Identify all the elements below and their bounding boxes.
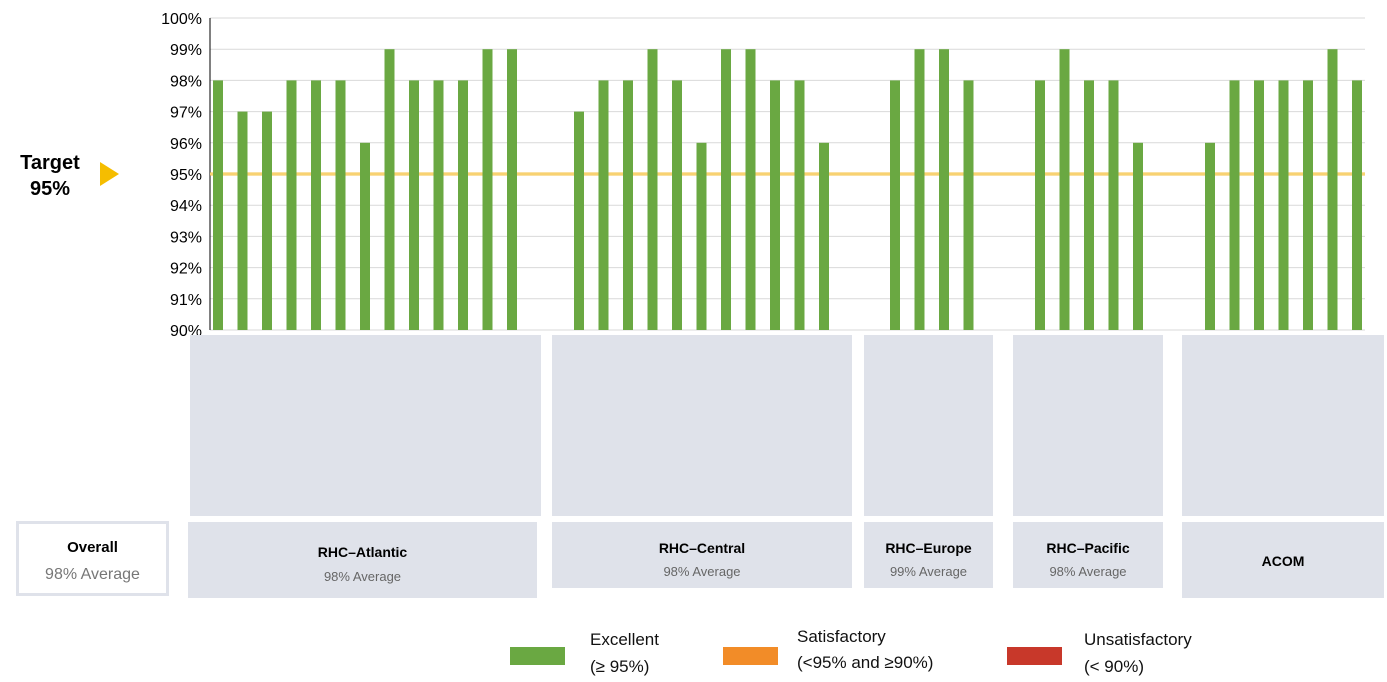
- bar: [939, 49, 949, 330]
- legend-satisfactory-range: (<95% and ≥90%): [797, 653, 934, 672]
- bar: [819, 142, 829, 330]
- group-label-panel: [190, 335, 541, 516]
- overall-summary: Overall 98% Average: [16, 521, 169, 596]
- bar: [433, 80, 444, 331]
- legend-unsatisfactory-label: Unsatisfactory: [1084, 630, 1192, 649]
- y-tick-label: 99%: [170, 42, 202, 59]
- bar: [794, 80, 805, 331]
- group-label-panel: [864, 335, 993, 516]
- bar: [311, 80, 321, 331]
- bar: [963, 80, 974, 331]
- region-name: RHC–Pacific: [1046, 540, 1130, 556]
- region-average: 98% Average: [663, 564, 741, 579]
- bar: [237, 111, 248, 330]
- bar: [623, 80, 633, 331]
- legend-excellent-swatch: [510, 647, 565, 665]
- bar: [721, 49, 731, 330]
- bar: [409, 80, 419, 331]
- y-tick-label: 95%: [170, 167, 202, 184]
- y-tick-label: 100%: [161, 11, 202, 28]
- group-label-panel: [1013, 335, 1163, 516]
- bar: [335, 80, 346, 331]
- bar: [482, 49, 493, 330]
- region-summary: RHC–Pacific 98% Average: [1013, 522, 1163, 588]
- bar: [262, 111, 272, 330]
- bar: [360, 142, 370, 330]
- bar: [696, 142, 707, 330]
- overall-average: 98% Average: [45, 566, 140, 583]
- region-summary: RHC–Central 98% Average: [552, 522, 852, 588]
- target-label: Target 95%: [6, 150, 94, 202]
- region-average: 98% Average: [1049, 564, 1127, 579]
- legend-satisfactory-label: Satisfactory: [797, 627, 886, 646]
- target-arrow-icon: [100, 162, 119, 186]
- group-label-panel: [552, 335, 852, 516]
- bar: [1133, 142, 1143, 330]
- bar: [286, 80, 297, 331]
- legend-excellent-label: Excellent: [590, 630, 659, 649]
- y-tick-label: 98%: [170, 73, 202, 90]
- region-name: RHC–Atlantic: [317, 544, 408, 560]
- bar: [1229, 80, 1240, 331]
- bar: [1084, 80, 1094, 331]
- bar: [1205, 142, 1215, 330]
- bar: [574, 111, 584, 330]
- region-summary: RHC–Europe 99% Average: [864, 522, 993, 588]
- y-tick-label: 93%: [170, 229, 202, 246]
- region-summary: RHC–Atlantic 98% Average: [188, 522, 537, 598]
- legend-unsatisfactory-swatch: [1007, 647, 1062, 665]
- bar: [213, 80, 223, 331]
- bar: [384, 49, 395, 330]
- bar: [458, 80, 468, 331]
- bar: [1035, 80, 1045, 331]
- bar: [598, 80, 609, 331]
- region-summary: ACOM: [1182, 522, 1384, 598]
- bar: [672, 80, 682, 331]
- region-name: RHC–Central: [658, 540, 746, 556]
- bar: [1303, 80, 1313, 331]
- bar: [1108, 80, 1119, 331]
- bar: [1254, 80, 1264, 331]
- bar: [770, 80, 780, 331]
- bar: [890, 80, 900, 331]
- bar: [647, 49, 658, 330]
- bar: [1059, 49, 1070, 330]
- bar: [1278, 80, 1289, 331]
- region-name: RHC–Europe: [885, 540, 972, 556]
- region-average: 98% Average: [323, 569, 402, 584]
- y-tick-label: 96%: [170, 136, 202, 153]
- bar: [745, 49, 756, 330]
- region-average: 99% Average: [889, 564, 968, 579]
- y-tick-label: 92%: [170, 261, 202, 278]
- bar: [507, 49, 517, 330]
- y-tick-label: 97%: [170, 105, 202, 122]
- bar: [1352, 80, 1362, 331]
- region-name: ACOM: [1261, 553, 1305, 569]
- y-tick-label: 91%: [170, 292, 202, 309]
- legend-unsatisfactory-range: (< 90%): [1084, 657, 1144, 676]
- bar: [914, 49, 925, 330]
- legend-satisfactory-swatch: [723, 647, 778, 665]
- target-label-value: 95%: [29, 178, 71, 200]
- legend-excellent-range: (≥ 95%): [590, 657, 650, 676]
- target-label-title: Target: [20, 152, 80, 174]
- bar: [1327, 49, 1338, 330]
- overall-title: Overall: [67, 539, 118, 556]
- y-tick-label: 94%: [170, 198, 202, 215]
- group-label-panel: [1182, 335, 1384, 516]
